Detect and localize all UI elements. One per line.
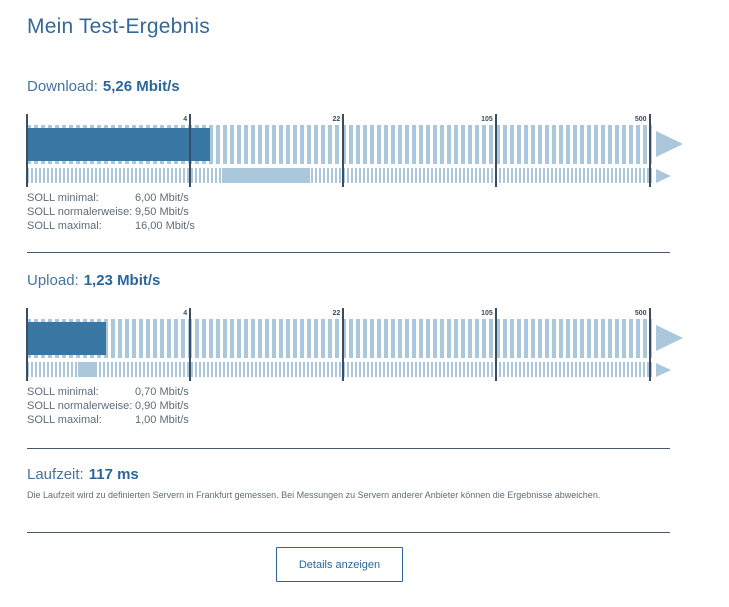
scale-tick-label: 105 [481, 116, 493, 123]
scale-tick-line [26, 114, 28, 187]
scale-tick-label: 4 [183, 310, 188, 317]
soll-max-label: SOLL maximal: [27, 414, 102, 426]
soll-row: SOLL maximal: 1,00 Mbit/s [27, 413, 683, 427]
gauge-arrow-main [656, 325, 683, 351]
gauge-arrow-main [656, 131, 683, 157]
upload-value: 1,23 Mbit/s [83, 272, 161, 289]
scale-tick-line [648, 114, 651, 187]
soll-normal-label: SOLL normalerweise: [27, 400, 133, 412]
target-row [27, 168, 652, 183]
soll-row: SOLL minimal: 6,00 Mbit/s [27, 191, 683, 205]
latency-header: Laufzeit: 117 ms [27, 466, 683, 484]
latency-note: Die Laufzeit wird zu definierten Servern… [27, 490, 601, 500]
scale-tick-line [648, 308, 651, 381]
download-header: Download: 5,26 Mbit/s [27, 78, 683, 96]
scale-tick-label: 22 [332, 116, 341, 123]
soll-row: SOLL normalerweise: 0,90 Mbit/s [27, 399, 683, 413]
target-row [27, 362, 652, 377]
upload-label: Upload: [27, 272, 79, 289]
result-page: Mein Test-Ergebnis Download: 5,26 Mbit/s … [0, 15, 683, 582]
scale-tick-line [189, 114, 192, 187]
scale-tick-line [342, 308, 345, 381]
download-soll-table: SOLL minimal: 6,00 Mbit/s SOLL normalerwe… [27, 191, 683, 233]
soll-max-label: SOLL maximal: [27, 220, 102, 232]
soll-row: SOLL normalerweise: 9,50 Mbit/s [27, 205, 683, 219]
measured-bar [27, 128, 211, 161]
section-divider [27, 532, 670, 533]
section-divider [27, 252, 670, 253]
soll-normal-value: 9,50 Mbit/s [135, 206, 189, 218]
scale-tick-line [342, 114, 345, 187]
download-value: 5,26 Mbit/s [102, 78, 180, 95]
upload-header: Upload: 1,23 Mbit/s [27, 272, 683, 290]
scale-tick-label: 500 [634, 116, 647, 123]
scale-tick-line [494, 308, 497, 381]
page-title: Mein Test-Ergebnis [27, 15, 210, 38]
download-gauge: 4 22 105 500 [26, 114, 687, 187]
soll-row: SOLL maximal: 16,00 Mbit/s [27, 219, 683, 233]
measured-bar [27, 322, 106, 355]
soll-max-value: 1,00 Mbit/s [135, 414, 189, 426]
scale-tick-label: 500 [634, 310, 647, 317]
soll-min-value: 6,00 Mbit/s [135, 192, 189, 204]
soll-min-value: 0,70 Mbit/s [135, 386, 189, 398]
scale-tick-line [26, 308, 28, 381]
latency-value: 117 ms [88, 466, 139, 483]
soll-normal-value: 0,90 Mbit/s [135, 400, 189, 412]
download-label: Download: [27, 78, 98, 95]
scale-tick-label: 22 [332, 310, 341, 317]
section-divider [27, 448, 670, 449]
latency-label: Laufzeit: [27, 466, 84, 483]
gauge-arrow-target [656, 169, 671, 183]
soll-min-label: SOLL minimal: [27, 386, 99, 398]
upload-gauge: 4 22 105 500 [26, 308, 687, 381]
scale-tick-line [494, 114, 497, 187]
upload-soll-table: SOLL minimal: 0,70 Mbit/s SOLL normalerwe… [27, 385, 683, 427]
measured-row [27, 125, 652, 164]
soll-min-label: SOLL minimal: [27, 192, 99, 204]
button-row: Details anzeigen [27, 547, 652, 582]
gauge-track: 4 22 105 500 [26, 308, 652, 381]
soll-normal-label: SOLL normalerweise: [27, 206, 133, 218]
scale-tick-label: 4 [183, 116, 188, 123]
target-range-band [222, 168, 311, 183]
measured-row [27, 319, 652, 358]
target-range-band [78, 362, 97, 377]
gauge-arrow-target [656, 363, 671, 377]
soll-row: SOLL minimal: 0,70 Mbit/s [27, 385, 683, 399]
scale-tick-label: 105 [481, 310, 493, 317]
scale-tick-line [189, 308, 192, 381]
gauge-track: 4 22 105 500 [26, 114, 652, 187]
soll-max-value: 16,00 Mbit/s [135, 220, 195, 232]
details-button[interactable]: Details anzeigen [276, 547, 403, 582]
